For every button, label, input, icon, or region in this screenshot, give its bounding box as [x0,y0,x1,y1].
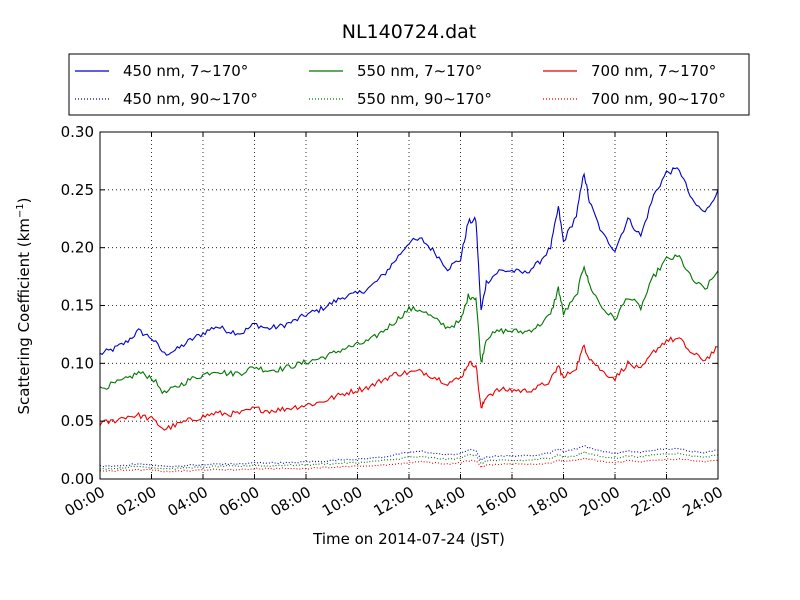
y-tick-label: 0.10 [61,354,94,372]
y-tick-label: 0.00 [61,470,94,488]
y-tick-label: 0.05 [61,412,94,430]
legend-label-2: 700 nm, 7∼170° [591,62,716,80]
legend-label-0: 450 nm, 7∼170° [123,62,248,80]
series-layer [99,167,719,473]
y-tick-label: 0.30 [61,123,94,141]
legend-label-5: 700 nm, 90∼170° [591,90,726,108]
y-tick-label: 0.25 [61,181,94,199]
legend: 450 nm, 7∼170° 550 nm, 7∼170° 700 nm, 7∼17… [68,53,750,116]
y-axis-label: Scattering Coefficient (km−1) [15,197,33,414]
y-tick-label: 0.15 [61,297,94,315]
series-line-2 [99,336,719,431]
y-tick-label: 0.20 [61,239,94,257]
legend-label-4: 550 nm, 90∼170° [357,90,492,108]
x-axis-label: Time on 2014-07-24 (JST) [312,530,505,548]
series-line-0 [99,167,719,356]
series-line-5 [99,457,719,473]
legend-frame [68,53,750,116]
y-axis-label-close: ) [15,197,33,203]
legend-label-1: 550 nm, 7∼170° [357,62,482,80]
series-line-3 [99,445,718,468]
series-line-4 [99,451,719,470]
y-axis-label-main: Scattering Coefficient (km [15,218,33,414]
legend-label-3: 450 nm, 90∼170° [123,90,258,108]
y-axis-label-superscript: −1 [15,203,26,218]
chart-title: NL140724.dat [342,21,477,43]
series-line-1 [99,254,719,395]
